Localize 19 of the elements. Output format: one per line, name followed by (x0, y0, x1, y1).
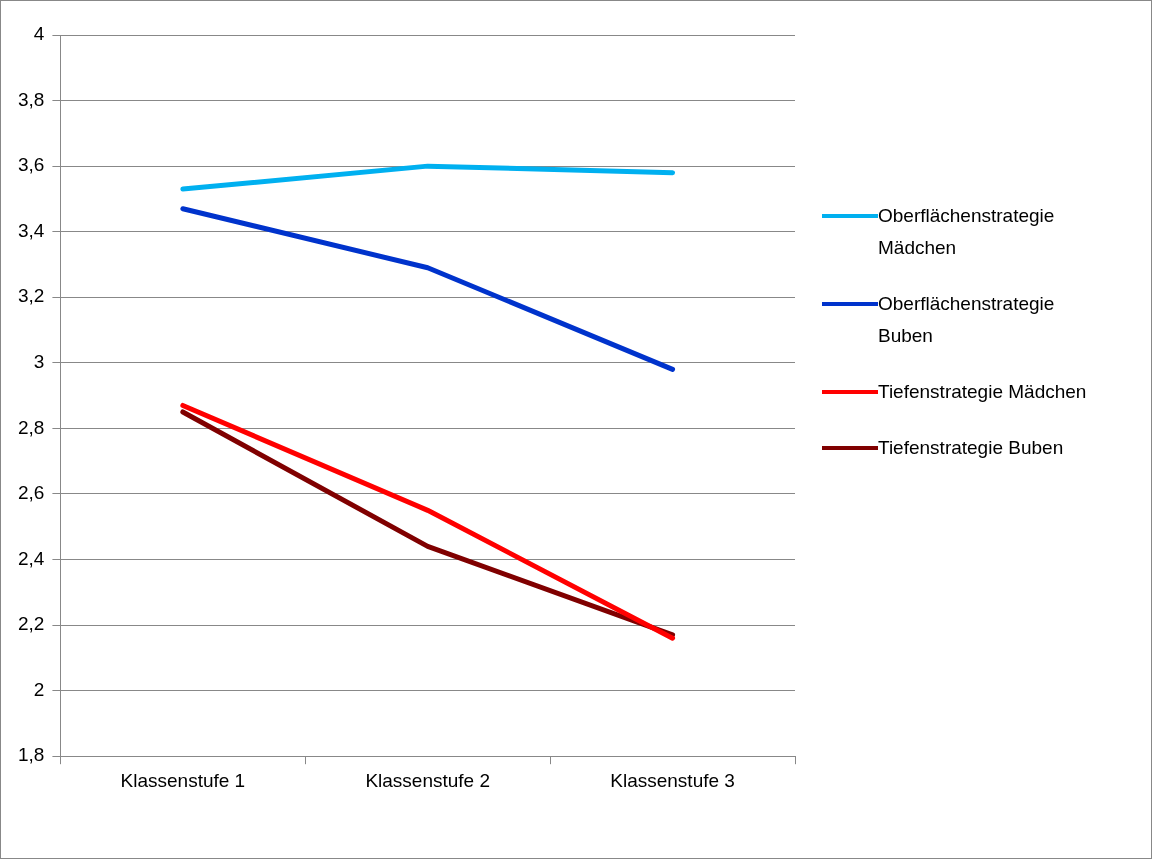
y-tick-label: 2,2 (17, 613, 45, 635)
legend-label: Tiefenstrategie Mädchen (878, 380, 1087, 404)
legend-label: Oberflächenstrategie Buben (878, 292, 1056, 348)
x-tick-label: Klassenstufe 3 (610, 769, 735, 791)
y-tick-label: 2 (33, 678, 45, 700)
x-tick-label: Klassenstufe 2 (365, 769, 491, 791)
y-tick-label: 3,2 (17, 285, 45, 307)
y-tick-label: 3,4 (17, 219, 45, 241)
y-tick-label: 2,8 (17, 416, 45, 438)
x-tick-label: Klassenstufe 1 (120, 769, 246, 791)
y-tick-label: 3,6 (17, 154, 45, 176)
y-tick-label: 2,6 (17, 482, 45, 504)
y-tick-label: 3 (33, 351, 45, 373)
legend-label: Oberflächenstrategie Mädchen (878, 204, 1056, 260)
y-tick-label: 2,4 (17, 547, 45, 569)
y-tick-label: 3,8 (17, 88, 45, 110)
y-tick-label: 1,8 (17, 744, 45, 766)
legend-label: Tiefenstrategie Buben (878, 436, 1064, 460)
y-tick-label: 4 (33, 23, 45, 45)
